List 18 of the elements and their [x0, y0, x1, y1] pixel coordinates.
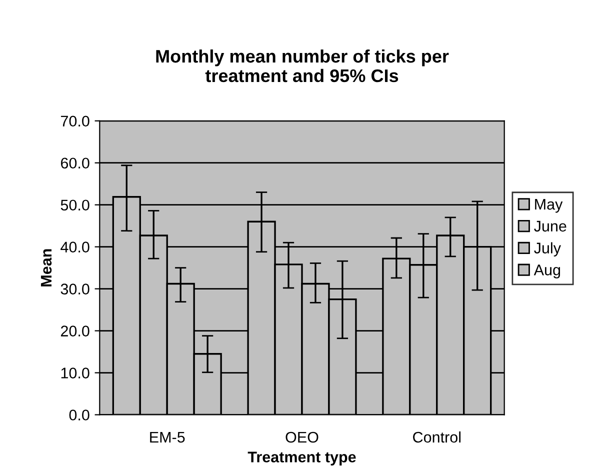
y-tick-label: 40.0	[60, 242, 90, 253]
y-tick-label: 60.0	[60, 158, 90, 169]
y-tick-label: 10.0	[61, 368, 90, 378]
x-tick-label: Control	[413, 431, 460, 443]
y-tick-label: 30.0	[60, 284, 90, 294]
y-tick-label: 20.0	[60, 326, 90, 336]
x-axis-title: Treatment type	[248, 452, 356, 466]
chart-title: Monthly mean number of ticks per treatment and 95% CIs	[156, 49, 449, 82]
x-tick-label: OEO	[286, 432, 318, 443]
y-tick-label: 50.0	[60, 200, 90, 211]
legend-label: June	[534, 220, 566, 232]
y-axis-title: Mean	[40, 249, 52, 286]
x-tick-label: EM-5	[150, 432, 185, 443]
y-tick-label: 70.0	[60, 116, 90, 127]
legend-label: July	[534, 242, 561, 256]
legend-label: May	[535, 199, 563, 213]
y-tick-label: 0.0	[69, 410, 90, 420]
legend-label: Aug	[534, 264, 560, 278]
